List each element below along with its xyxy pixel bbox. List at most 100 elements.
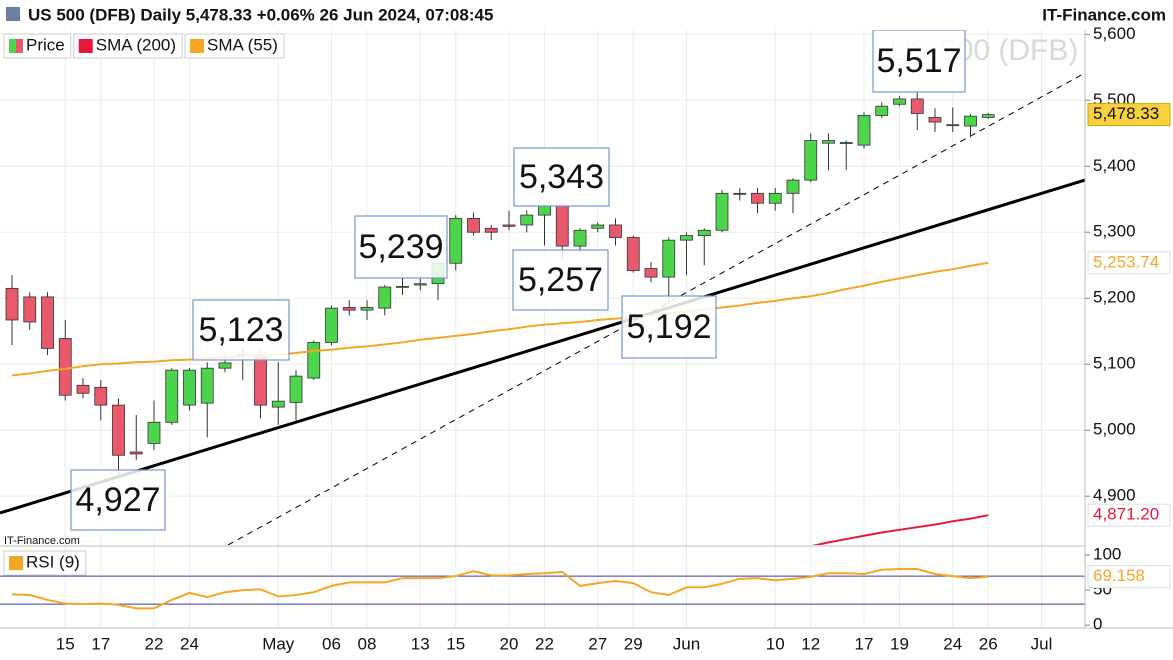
candle-body <box>893 98 906 105</box>
x-tick-label: May <box>262 634 295 653</box>
annotation-label: 4,927 <box>75 481 160 519</box>
candle-body <box>928 117 942 123</box>
value-tag <box>1087 103 1171 127</box>
header-title: US 500 (DFB) Daily 5,478.33 +0.06% 26 Ju… <box>28 5 493 24</box>
x-tick-label: 24 <box>943 634 962 653</box>
x-tick-label: 29 <box>624 634 643 653</box>
candle-body <box>662 239 676 278</box>
brand-small: IT-Finance.com <box>4 535 80 547</box>
annotation-label: 5,192 <box>626 308 711 346</box>
candle-body <box>58 338 72 396</box>
candle-body <box>360 307 374 311</box>
candle-body <box>413 283 427 286</box>
x-tick-label: 13 <box>411 634 430 653</box>
candle-body <box>325 307 338 343</box>
annotation-box <box>621 295 717 359</box>
annotation-box <box>513 147 610 207</box>
legend-swatch <box>16 39 23 53</box>
x-tick-label: 22 <box>535 634 554 653</box>
candle-body <box>538 205 551 216</box>
x-tick-label: 22 <box>145 634 164 653</box>
candle-body <box>857 115 871 146</box>
x-tick-label: 17 <box>855 634 874 653</box>
logo <box>6 7 20 21</box>
y-tick-label: 5,200 <box>1093 288 1136 307</box>
trendline <box>0 178 1085 515</box>
x-tick-label: 10 <box>766 634 785 653</box>
candle-body <box>342 307 356 311</box>
annotation-label: 5,239 <box>358 228 443 266</box>
x-tick-label: 15 <box>446 634 465 653</box>
candle-body <box>715 192 729 231</box>
candle-body <box>5 287 19 321</box>
candle-body <box>804 140 818 181</box>
legend-swatch <box>190 39 205 53</box>
candle-body <box>467 217 480 233</box>
candle-body <box>76 384 90 394</box>
y-tick-label: 5,000 <box>1093 420 1136 439</box>
candle-body <box>254 354 267 406</box>
legend-label: Price <box>26 35 65 54</box>
x-tick-label: 15 <box>56 634 75 653</box>
candle-body <box>23 296 37 323</box>
annotation-box <box>512 249 609 311</box>
candle-body <box>573 229 587 247</box>
legend-swatch <box>78 39 93 53</box>
candle-body <box>946 124 960 127</box>
annotation-label: 5,257 <box>518 261 603 299</box>
candle-body <box>733 192 747 195</box>
legend-label: SMA (200) <box>96 35 176 54</box>
x-tick-label: Jul <box>1031 634 1053 653</box>
value-tag <box>1087 503 1171 527</box>
candle-body <box>396 285 409 288</box>
x-tick-label: 12 <box>801 634 820 653</box>
candle-body <box>875 105 889 116</box>
annotation-label: 5,123 <box>198 311 283 349</box>
value-tag-label: 69.158 <box>1093 566 1145 585</box>
candle-body <box>502 224 516 227</box>
candle-body <box>165 369 179 423</box>
candle-body <box>680 235 693 241</box>
y-tick-label: 5,400 <box>1093 156 1136 175</box>
legend-label: SMA (55) <box>207 35 278 54</box>
x-tick-label: Jun <box>673 634 700 653</box>
candle-body <box>910 98 924 114</box>
candle-body <box>839 142 853 144</box>
x-tick-label: 27 <box>588 634 607 653</box>
value-tag-label: 5,253.74 <box>1093 252 1159 271</box>
y-tick-label: 5,100 <box>1093 354 1136 373</box>
legend: Price SMA (200) SMA (55) RSI (9) <box>3 33 285 576</box>
y-tick-label: 100 <box>1093 545 1121 564</box>
candle-body <box>768 192 782 204</box>
value-tag <box>1087 251 1171 275</box>
candle-body <box>218 362 232 369</box>
candle-body <box>112 404 125 456</box>
x-tick-label: 26 <box>979 634 998 653</box>
candle-body <box>697 229 711 236</box>
candle-body <box>307 342 321 379</box>
x-tick-label: 20 <box>500 634 519 653</box>
candle-body <box>147 421 161 444</box>
candle-body <box>591 224 605 229</box>
x-tick-label: 24 <box>180 634 199 653</box>
y-tick-label: 5,300 <box>1093 222 1136 241</box>
candle-body <box>822 140 835 144</box>
legend-swatch <box>9 39 16 53</box>
candle-body <box>644 268 658 278</box>
annotation-label: 5,517 <box>876 42 961 80</box>
candle-body <box>378 286 392 309</box>
candle-body <box>129 451 143 455</box>
x-tick-label: 19 <box>890 634 909 653</box>
annotation-box <box>872 29 966 93</box>
y-tick-label: 5,600 <box>1093 24 1136 43</box>
candle-body <box>964 115 977 127</box>
axis: 15 17 22 24 May 06 08 13 15 20 22 27 29 Jun 10 12 17 19 24… <box>56 24 1171 653</box>
plot <box>0 89 1085 610</box>
annotations: 5,517 5,343 5,239 5,123 4,927 5,257 5,192 <box>70 29 966 531</box>
candle-body <box>271 400 285 408</box>
y-tick-label: 0 <box>1093 615 1102 634</box>
candle-body <box>609 224 622 238</box>
candle-body <box>183 369 196 406</box>
value-tag <box>1087 565 1171 589</box>
candle-body <box>981 114 995 118</box>
